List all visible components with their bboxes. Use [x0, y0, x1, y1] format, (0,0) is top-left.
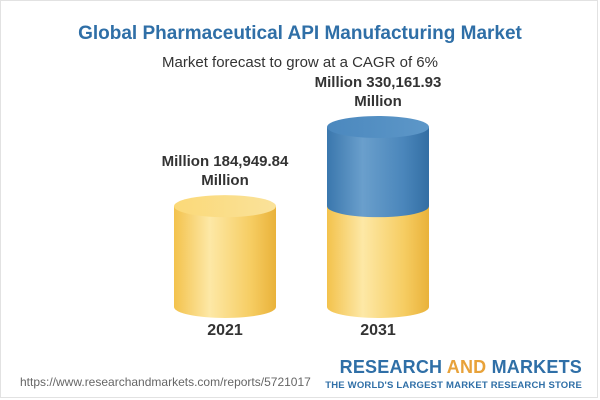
- bar-2031-growth-segment: [327, 127, 429, 218]
- bar-2021-top: [174, 195, 276, 218]
- brand-tagline: THE WORLD'S LARGEST MARKET RESEARCH STOR…: [325, 380, 582, 391]
- brand-name-and: AND: [446, 357, 487, 377]
- value-label-2021: Million 184,949.84 Million: [162, 153, 289, 189]
- brand-name-part1: RESEARCH: [339, 357, 447, 377]
- source-url[interactable]: https://www.researchandmarkets.com/repor…: [20, 375, 311, 389]
- chart-title: Global Pharmaceutical API Manufacturing …: [78, 23, 522, 44]
- bar-2031-base-segment: [327, 206, 429, 318]
- chart-subtitle: Market forecast to grow at a CAGR of 6%: [162, 54, 438, 71]
- category-label-2021: 2021: [207, 322, 243, 339]
- brand-name: RESEARCH AND MARKETS: [325, 357, 582, 378]
- brand-logo: RESEARCH AND MARKETS THE WORLD'S LARGEST…: [325, 357, 582, 391]
- brand-name-part2: MARKETS: [486, 357, 582, 377]
- bar-2031-top: [327, 116, 429, 138]
- category-label-2031: 2031: [360, 322, 396, 339]
- value-label-2031: Million 330,161.93 Million: [315, 74, 442, 110]
- bar-2021-body: [174, 206, 276, 318]
